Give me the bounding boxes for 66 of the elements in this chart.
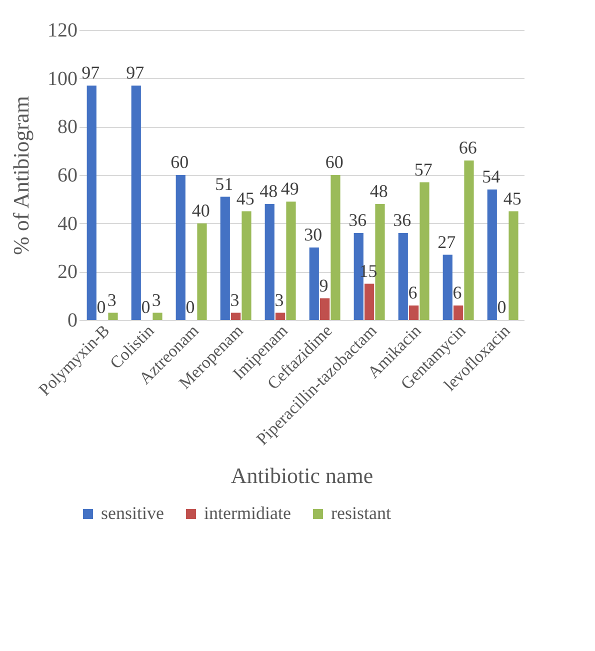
bar (364, 284, 374, 320)
y-tick-label: 0 (68, 310, 78, 332)
data-label: 54 (482, 166, 500, 186)
bar (152, 312, 162, 320)
y-tick-label: 100 (48, 68, 78, 90)
bar (409, 306, 419, 320)
data-label: 6 (408, 282, 418, 302)
data-label: 49 (280, 178, 299, 199)
x-axis-title: Antibiotic name (230, 462, 374, 488)
data-label: 48 (260, 181, 278, 201)
data-label: 27 (438, 232, 456, 252)
bar (330, 175, 340, 320)
y-tick-label: 20 (58, 261, 78, 284)
y-tick-label: 80 (58, 116, 78, 138)
data-label: 3 (107, 290, 116, 310)
data-label: 48 (370, 181, 388, 201)
data-label: 30 (304, 224, 322, 244)
data-label: 60 (325, 152, 344, 172)
data-label: 3 (230, 290, 240, 310)
data-label: 6 (452, 282, 462, 302)
data-label: 40 (192, 200, 210, 220)
data-label: 3 (274, 290, 284, 310)
y-tick-label: 40 (58, 212, 78, 235)
bar (197, 223, 207, 320)
data-label: 45 (503, 188, 522, 208)
bar (286, 202, 296, 320)
bar (131, 86, 141, 320)
legend-label: intermidiate (204, 503, 291, 523)
bar (420, 182, 430, 320)
bar (86, 86, 96, 320)
legend-label: resistant (331, 503, 391, 523)
y-tick-label: 60 (58, 164, 78, 186)
data-label: 60 (170, 152, 189, 172)
bar (242, 211, 252, 320)
data-label: 0 (497, 297, 506, 317)
bar (320, 298, 330, 320)
bar (108, 312, 118, 320)
bar (375, 204, 385, 320)
data-label: 66 (458, 138, 477, 158)
bar (454, 306, 464, 320)
data-label: 36 (393, 210, 412, 230)
bar (231, 312, 241, 320)
data-label: 3 (152, 290, 161, 310)
legend-label: sensitive (101, 503, 164, 523)
bar (264, 204, 274, 320)
bar (487, 190, 497, 320)
bar (398, 233, 408, 320)
bar (508, 211, 518, 320)
data-label: 97 (126, 62, 144, 83)
data-label: 0 (141, 297, 150, 317)
data-label: 57 (414, 159, 432, 180)
data-label: 45 (236, 188, 254, 208)
y-tick-label: 120 (48, 20, 78, 42)
data-label: 0 (96, 297, 106, 317)
bar (464, 160, 474, 320)
data-label: 9 (319, 275, 328, 296)
data-label: 97 (82, 62, 100, 83)
y-axis-title: % of Antibiogram (8, 96, 34, 255)
data-label: 51 (215, 174, 234, 194)
data-label: 0 (186, 297, 195, 317)
bar (442, 254, 452, 320)
bar (176, 175, 186, 320)
bar (276, 312, 286, 320)
bar (220, 196, 230, 320)
bar (309, 248, 319, 320)
data-label: 36 (348, 210, 367, 230)
